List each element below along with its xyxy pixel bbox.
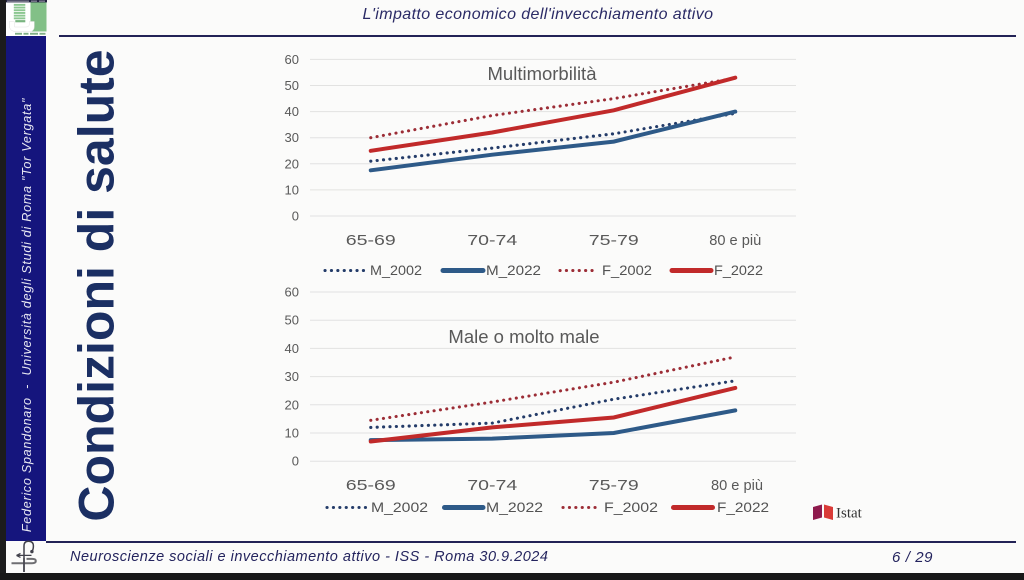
svg-text:50: 50 xyxy=(285,78,299,93)
svg-text:50: 50 xyxy=(285,313,299,328)
svg-text:F_2022: F_2022 xyxy=(714,262,763,278)
svg-text:20: 20 xyxy=(285,397,299,412)
svg-text:80 e più: 80 e più xyxy=(711,477,763,494)
svg-text:40: 40 xyxy=(285,104,299,119)
svg-text:40: 40 xyxy=(285,341,299,356)
svg-text:Istat: Istat xyxy=(836,506,863,522)
svg-text:10: 10 xyxy=(285,182,299,197)
svg-text:F_2002: F_2002 xyxy=(604,499,658,515)
svg-text:10: 10 xyxy=(285,426,299,441)
svg-text:Male o molto male: Male o molto male xyxy=(448,326,599,347)
svg-text:30: 30 xyxy=(285,369,299,384)
svg-text:M_2002: M_2002 xyxy=(370,262,422,278)
svg-text:0: 0 xyxy=(292,454,299,469)
svg-text:M_2022: M_2022 xyxy=(486,262,541,278)
svg-text:30: 30 xyxy=(285,130,299,145)
svg-text:20: 20 xyxy=(285,156,299,171)
svg-text:Multimorbilità: Multimorbilità xyxy=(488,63,598,84)
svg-text:75-79: 75-79 xyxy=(589,477,639,494)
svg-text:60: 60 xyxy=(285,52,299,67)
svg-text:M_2022: M_2022 xyxy=(486,499,543,515)
svg-text:60: 60 xyxy=(285,285,299,300)
svg-text:70-74: 70-74 xyxy=(467,477,517,494)
svg-text:80 e più: 80 e più xyxy=(709,232,761,249)
svg-text:65-69: 65-69 xyxy=(346,232,396,249)
svg-text:M_2002: M_2002 xyxy=(371,499,428,515)
svg-text:70-74: 70-74 xyxy=(467,232,517,249)
svg-text:F_2022: F_2022 xyxy=(717,499,769,515)
svg-text:65-69: 65-69 xyxy=(346,477,396,494)
svg-text:F_2002: F_2002 xyxy=(602,262,652,278)
svg-text:75-79: 75-79 xyxy=(589,232,639,249)
svg-text:0: 0 xyxy=(292,209,299,224)
